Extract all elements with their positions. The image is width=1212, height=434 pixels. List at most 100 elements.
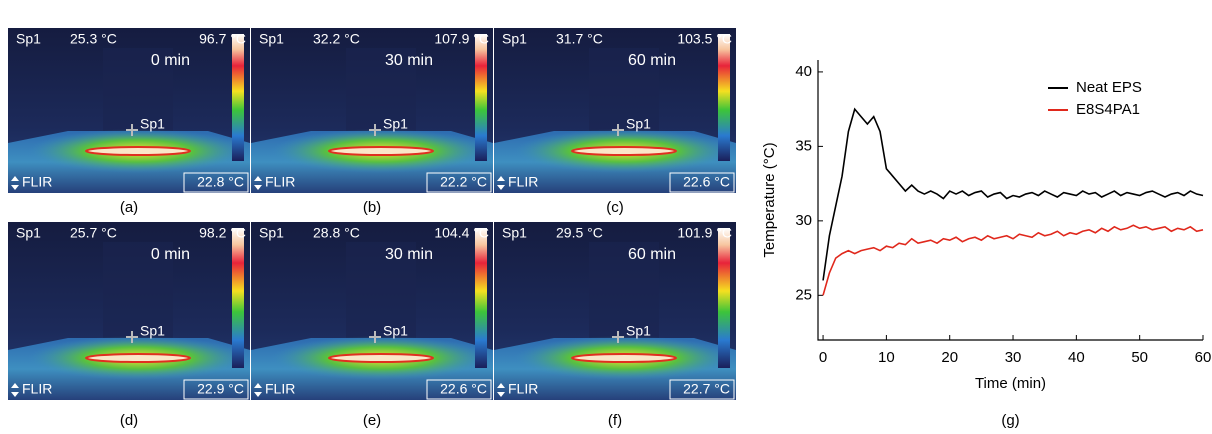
time-label: 30 min	[385, 246, 433, 263]
thermal-image: Sp1 31.7 °C 103.5 °C60 min Sp1 FLIR 22.6 °C	[494, 28, 736, 193]
spot-label: Sp1	[259, 225, 284, 241]
min-temp-box	[426, 172, 492, 193]
spot-temp: 32.2 °C	[313, 31, 360, 47]
brand-arrows	[254, 176, 262, 190]
series-line	[822, 107, 1204, 281]
min-temp-box	[669, 172, 735, 193]
max-temp: 98.2 °C	[199, 225, 246, 241]
spot-marker: Sp1	[626, 323, 651, 339]
spot-crosshair	[369, 331, 381, 343]
heater-stripe	[85, 146, 191, 156]
max-temp: 107.9 °C	[434, 31, 489, 47]
spot-marker: Sp1	[140, 116, 165, 132]
brand-arrows	[11, 383, 19, 397]
spot-temp: 25.7 °C	[70, 225, 117, 241]
panel-caption: (f)	[608, 412, 622, 429]
brand-arrows	[497, 176, 505, 190]
brand: FLIR	[508, 381, 538, 397]
panel-caption: (c)	[606, 199, 624, 216]
thermal-image: Sp1 29.5 °C 101.9 °C60 min Sp1 FLIR 22.7 °C	[494, 222, 736, 400]
min-temp-box	[426, 379, 492, 400]
series-line	[822, 224, 1204, 296]
spot-label: Sp1	[16, 225, 41, 241]
y-tick-label: 40	[795, 63, 812, 80]
spot-marker: Sp1	[140, 323, 165, 339]
thermal-image: Sp1 25.3 °C 96.7 °C 0 min Sp1 FLIR 22.8 °C	[8, 28, 250, 193]
spot-marker: Sp1	[626, 116, 651, 132]
x-tick-label: 60	[1195, 349, 1212, 366]
time-label: 60 min	[628, 52, 676, 69]
panel-caption: (e)	[363, 412, 381, 429]
min-temp: 22.9 °C	[197, 381, 244, 397]
spot-crosshair	[612, 124, 624, 136]
heater-stripe	[328, 353, 434, 363]
colorbar	[475, 34, 487, 161]
thermal-image: Sp1 25.7 °C 98.2 °C 0 min Sp1 FLIR 22.9 °C	[8, 222, 250, 400]
max-temp: 101.9 °C	[677, 225, 732, 241]
thermal-image: Sp1 28.8 °C 104.4 °C30 min Sp1 FLIR 22.6 °C	[251, 222, 493, 400]
max-temp: 104.4 °C	[434, 225, 489, 241]
min-temp: 22.8 °C	[197, 174, 244, 190]
brand: FLIR	[265, 174, 295, 190]
spot-marker: Sp1	[383, 116, 408, 132]
spot-crosshair	[126, 331, 138, 343]
heater-stripe	[571, 353, 677, 363]
brand-arrows	[11, 176, 19, 190]
time-label: 60 min	[628, 246, 676, 263]
panel-caption: (b)	[363, 199, 381, 216]
legend-label: E8S4PA1	[1076, 101, 1140, 118]
brand: FLIR	[508, 174, 538, 190]
panel-caption: (d)	[120, 412, 138, 429]
y-tick-label: 25	[795, 286, 812, 303]
heater-stripe	[85, 353, 191, 363]
brand: FLIR	[22, 381, 52, 397]
min-temp: 22.6 °C	[683, 174, 730, 190]
time-label: 0 min	[151, 246, 190, 263]
colorbar	[718, 34, 730, 161]
thermal-image: Sp1 32.2 °C 107.9 °C30 min Sp1 FLIR 22.2 °C	[251, 28, 493, 193]
max-temp: 96.7 °C	[199, 31, 246, 47]
chart-caption: (g)	[1001, 412, 1019, 429]
min-temp-box	[183, 379, 249, 400]
max-temp: 103.5 °C	[677, 31, 732, 47]
spot-crosshair	[612, 331, 624, 343]
min-temp-box	[669, 379, 735, 400]
spot-crosshair	[126, 124, 138, 136]
x-tick-label: 0	[819, 349, 827, 366]
spot-label: Sp1	[502, 31, 527, 47]
colorbar	[232, 228, 244, 368]
x-tick-label: 20	[941, 349, 958, 366]
heater-stripe	[571, 146, 677, 156]
x-axis-label: Time (min)	[975, 375, 1046, 392]
min-temp: 22.2 °C	[440, 174, 487, 190]
spot-temp: 31.7 °C	[556, 31, 603, 47]
brand-arrows	[497, 383, 505, 397]
min-temp: 22.7 °C	[683, 381, 730, 397]
spot-crosshair	[369, 124, 381, 136]
colorbar	[475, 228, 487, 368]
brand-arrows	[254, 383, 262, 397]
axes	[817, 60, 1203, 341]
y-tick-label: 35	[795, 137, 812, 154]
time-label: 30 min	[385, 52, 433, 69]
brand: FLIR	[265, 381, 295, 397]
heater-stripe	[328, 146, 434, 156]
time-label: 0 min	[151, 52, 190, 69]
x-tick-label: 40	[1068, 349, 1085, 366]
spot-temp: 29.5 °C	[556, 225, 603, 241]
spot-temp: 25.3 °C	[70, 31, 117, 47]
panel-caption: (a)	[120, 199, 138, 216]
spot-label: Sp1	[259, 31, 284, 47]
x-tick-label: 50	[1131, 349, 1148, 366]
colorbar	[232, 34, 244, 161]
spot-label: Sp1	[16, 31, 41, 47]
legend-label: Neat EPS	[1076, 79, 1142, 96]
x-tick-label: 30	[1005, 349, 1022, 366]
spot-temp: 28.8 °C	[313, 225, 360, 241]
x-tick-label: 10	[878, 349, 895, 366]
y-axis-label: Temperature (°C)	[761, 142, 778, 257]
colorbar	[718, 228, 730, 368]
y-tick-label: 30	[795, 212, 812, 229]
spot-marker: Sp1	[383, 323, 408, 339]
